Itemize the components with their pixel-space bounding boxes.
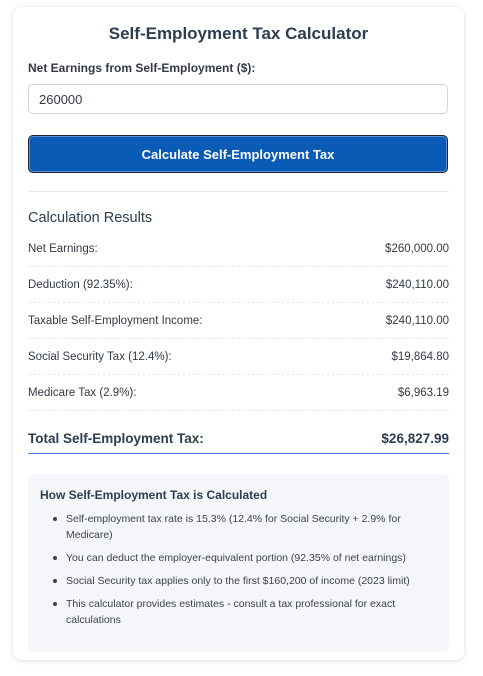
result-label: Medicare Tax (2.9%): — [28, 386, 137, 399]
bullet-icon — [53, 602, 57, 606]
net-earnings-input[interactable] — [28, 84, 448, 114]
result-value: $6,963.19 — [397, 386, 449, 399]
section-divider — [28, 191, 449, 192]
calculate-button[interactable]: Calculate Self-Employment Tax — [28, 135, 448, 173]
result-label: Social Security Tax (12.4%): — [28, 350, 172, 363]
result-label: Net Earnings: — [28, 242, 98, 255]
net-earnings-label: Net Earnings from Self-Employment ($): — [28, 61, 256, 75]
info-list: Self-employment tax rate is 15.3% (12.4%… — [40, 511, 437, 628]
info-item: You can deduct the employer-equivalent p… — [53, 550, 437, 566]
bullet-icon — [53, 579, 57, 583]
info-box: How Self-Employment Tax is Calculated Se… — [28, 474, 449, 652]
result-value: $240,110.00 — [385, 278, 449, 291]
result-value: $19,864.80 — [391, 350, 449, 363]
result-row-medicare: Medicare Tax (2.9%): $6,963.19 — [28, 375, 449, 411]
total-value: $26,827.99 — [381, 430, 449, 446]
bullet-icon — [53, 556, 57, 560]
result-row-deduction: Deduction (92.35%): $240,110.00 — [28, 267, 449, 303]
result-row-social-security: Social Security Tax (12.4%): $19,864.80 — [28, 339, 449, 375]
results-list: Net Earnings: $260,000.00 Deduction (92.… — [28, 231, 449, 454]
result-row-total: Total Self-Employment Tax: $26,827.99 — [28, 411, 449, 454]
info-title: How Self-Employment Tax is Calculated — [40, 488, 268, 502]
results-title: Calculation Results — [28, 210, 153, 226]
info-item: This calculator provides estimates - con… — [53, 596, 437, 628]
result-label: Taxable Self-Employment Income: — [28, 314, 203, 327]
total-label: Total Self-Employment Tax: — [28, 430, 204, 446]
result-row-net-earnings: Net Earnings: $260,000.00 — [28, 231, 449, 267]
result-label: Deduction (92.35%): — [28, 278, 133, 291]
bullet-icon — [53, 517, 57, 521]
info-item: Self-employment tax rate is 15.3% (12.4%… — [53, 511, 437, 543]
calculator-card: Self-Employment Tax Calculator Net Earni… — [13, 7, 464, 660]
result-row-taxable-income: Taxable Self-Employment Income: $240,110… — [28, 303, 449, 339]
result-value: $240,110.00 — [385, 314, 449, 327]
result-value: $260,000.00 — [385, 242, 449, 255]
info-item: Social Security tax applies only to the … — [53, 573, 437, 589]
page-title: Self-Employment Tax Calculator — [108, 24, 369, 43]
